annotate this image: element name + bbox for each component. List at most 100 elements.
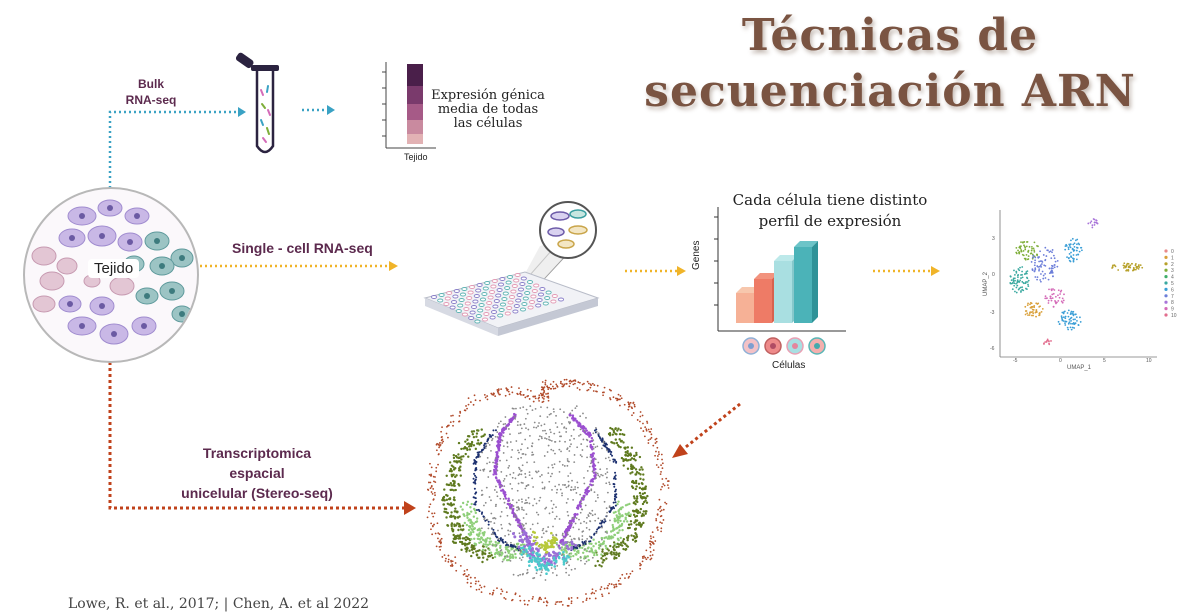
spatial-spot [533,421,536,424]
spatial-spot [521,482,524,484]
spatial-spot [638,511,642,514]
spatial-spot [496,542,499,545]
spatial-spot [531,409,534,412]
umap-point [1041,307,1044,310]
umap-point [1034,256,1037,259]
spatial-spot [603,554,607,557]
spatial-spot [457,460,460,463]
microplate-well [464,301,471,306]
spatial-spot [568,574,570,577]
spatial-spot [559,539,563,542]
spatial-spot [599,522,602,525]
spatial-spot [570,596,573,599]
umap-point [1057,320,1060,323]
spatial-spot [649,550,652,553]
spatial-spot [571,416,575,419]
spatial-spot [496,458,499,461]
spatial-spot [614,438,617,441]
spatial-spot [549,540,553,543]
spatial-spot [594,564,597,568]
spatial-spot [554,422,557,424]
spatial-spot [483,504,485,507]
spatial-spot [444,560,447,562]
spatial-spot [608,388,611,391]
spatial-spot [568,521,570,524]
spatial-spot [461,537,465,540]
spatial-spot [500,554,503,557]
spatial-spot [601,548,604,551]
spatial-spot [585,527,588,529]
spatial-spot [590,478,593,481]
umap-point [1087,222,1090,225]
tissue-illustration: Tejido [22,186,200,364]
spatial-spot [473,503,476,506]
umap-point [1048,343,1051,346]
spatial-spot [452,533,455,537]
spatial-spot [541,437,543,440]
spatial-spot [614,471,617,474]
umap-point [1025,272,1027,275]
spatial-spot [523,423,526,425]
spatial-spot [599,544,602,547]
spatial-spot [616,531,619,535]
spatial-spot [503,501,506,504]
spatial-spot [659,505,662,508]
microplate-well [470,305,478,309]
spatial-spot [472,530,475,534]
spatial-spot [560,380,562,383]
spatial-spot [550,448,553,451]
spatial-spot [435,449,438,452]
umap-point [1039,305,1041,308]
microplate-well [467,290,474,295]
umap-point [1030,249,1033,252]
spatial-spot [481,560,484,564]
spatial-spot [435,545,438,548]
spatial-spot [483,585,486,588]
spatial-spot [574,552,577,556]
spatial-spot [543,395,546,398]
spatial-spot [657,508,660,511]
spatial-spot [576,504,580,507]
spatial-spot [589,455,592,458]
spatial-spot [570,434,573,437]
umap-point [1031,311,1034,313]
tissue-cells-graphic [23,187,199,363]
umap-point [1024,313,1027,316]
spatial-spot [550,563,554,567]
umap-point [1074,239,1077,242]
spatial-spot [611,529,615,532]
spatial-spot [449,421,452,424]
spatial-spot [444,507,448,511]
spatial-spot [470,554,473,558]
umap-point [1069,317,1072,320]
spatial-spot [592,432,595,435]
spatial-spot [615,496,618,499]
umap-point [1026,312,1029,315]
spatial-spot [452,473,455,476]
microplate-well [474,319,481,324]
umap-point [1038,312,1041,315]
microplate-well [468,316,475,320]
spatial-spot [491,527,493,530]
spatial-spot [613,583,615,586]
umap-point [1024,305,1027,308]
spatial-spot [485,486,488,489]
spatial-spot [631,538,635,541]
umap-point [1034,267,1037,270]
spatial-spot [559,488,562,491]
spatial-spot [468,537,471,541]
spatial-spot [553,551,557,555]
spatial-spot [540,386,543,389]
spatial-spot [615,551,618,554]
spatial-spot [586,516,588,519]
spatial-spot [512,505,515,507]
spatial-spot [453,510,456,513]
spatial-spot [634,481,638,485]
spatial-spot [507,466,510,469]
spatial-spot [499,544,502,548]
spatial-spot [525,522,527,525]
umap-point [1020,277,1022,279]
spatial-spot [518,432,520,435]
spatial-spot [524,476,527,479]
spatial-spot [466,568,469,571]
